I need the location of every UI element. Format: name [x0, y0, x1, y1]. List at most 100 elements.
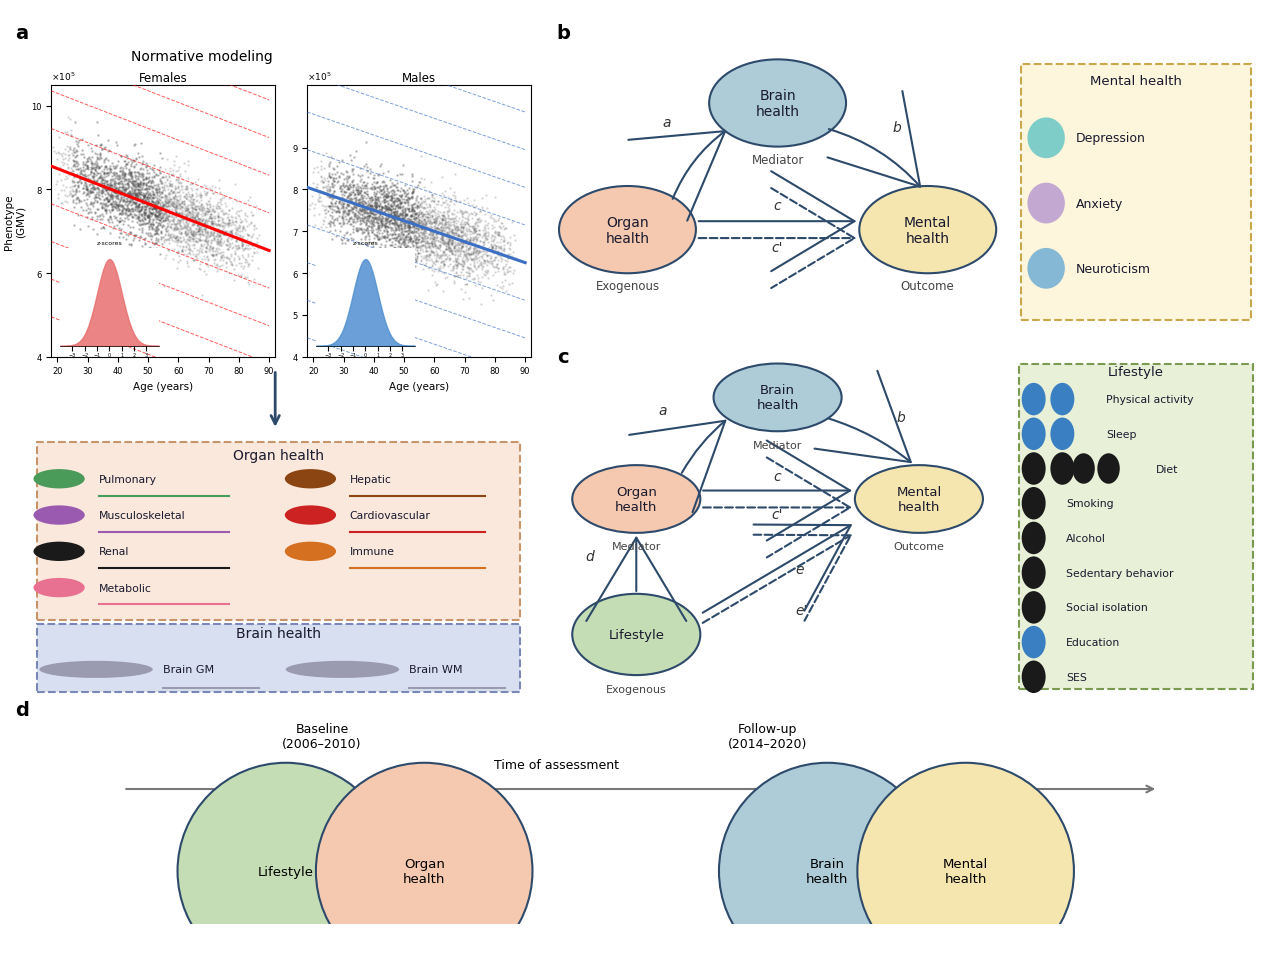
Point: [183, 226, 204, 241]
Point: [68, 180, 88, 195]
Point: [468, 213, 489, 229]
Point: [132, 201, 152, 216]
Point: [371, 199, 392, 214]
Point: [209, 229, 229, 244]
Point: [390, 240, 411, 255]
Point: [303, 176, 324, 192]
Point: [209, 173, 229, 189]
Point: [431, 171, 452, 186]
Point: [466, 244, 486, 259]
Point: [425, 238, 445, 253]
Point: [105, 181, 125, 196]
Point: [404, 217, 425, 233]
Point: [453, 237, 474, 253]
Point: [157, 209, 178, 224]
Point: [246, 199, 266, 214]
Point: [127, 182, 147, 197]
Point: [202, 240, 223, 255]
Point: [131, 185, 151, 200]
Point: [109, 174, 129, 190]
Point: [147, 222, 168, 237]
Point: [466, 215, 486, 231]
Point: [127, 188, 147, 203]
Point: [146, 223, 166, 238]
Point: [119, 196, 140, 212]
Point: [433, 235, 453, 251]
Point: [157, 209, 178, 224]
Point: [333, 217, 353, 233]
Point: [430, 228, 451, 243]
Point: [113, 193, 133, 208]
Point: [413, 180, 434, 195]
Point: [132, 167, 152, 182]
Point: [237, 209, 257, 224]
Point: [430, 255, 451, 271]
Point: [337, 225, 357, 240]
Point: [451, 236, 471, 252]
Point: [183, 211, 204, 226]
Point: [128, 210, 148, 225]
Point: [383, 177, 403, 193]
Point: [200, 242, 220, 257]
Point: [65, 143, 86, 158]
Point: [343, 162, 364, 177]
Point: [407, 232, 428, 247]
Point: [134, 207, 155, 222]
Point: [397, 220, 417, 235]
Point: [119, 191, 140, 206]
Point: [352, 211, 372, 226]
Point: [115, 168, 136, 183]
Point: [118, 187, 138, 202]
Point: [357, 227, 378, 242]
Point: [461, 247, 481, 262]
Point: [366, 203, 387, 218]
Point: [415, 193, 435, 208]
Point: [84, 168, 105, 183]
Point: [77, 201, 97, 216]
Point: [422, 188, 443, 203]
Point: [74, 193, 95, 208]
Point: [110, 164, 131, 179]
Point: [412, 234, 433, 250]
Point: [328, 174, 348, 190]
Point: [324, 173, 344, 189]
Point: [110, 194, 131, 210]
Point: [140, 190, 160, 205]
Point: [390, 198, 411, 213]
Point: [426, 241, 447, 256]
Point: [380, 208, 401, 223]
Point: [352, 208, 372, 223]
Point: [132, 214, 152, 230]
Point: [122, 210, 142, 225]
Point: [390, 227, 411, 242]
Point: [394, 218, 415, 233]
Point: [375, 178, 396, 193]
Point: [417, 240, 438, 255]
Point: [376, 233, 397, 249]
Point: [380, 238, 401, 253]
Point: [151, 206, 172, 221]
Point: [325, 204, 346, 219]
Point: [434, 210, 454, 225]
Point: [125, 152, 146, 168]
Point: [488, 247, 508, 262]
Point: [140, 173, 160, 189]
Point: [420, 223, 440, 238]
Point: [122, 167, 142, 182]
Point: [232, 224, 252, 239]
Point: [156, 224, 177, 239]
Point: [122, 182, 142, 197]
Point: [453, 259, 474, 274]
Point: [463, 253, 484, 268]
Point: [376, 200, 397, 215]
Point: [132, 201, 152, 216]
Point: [127, 187, 147, 202]
Point: [431, 208, 452, 223]
Point: [140, 205, 160, 220]
Point: [61, 182, 82, 197]
Point: [70, 171, 91, 186]
Point: [148, 209, 169, 224]
Point: [381, 176, 402, 192]
Point: [356, 215, 376, 231]
Point: [374, 190, 394, 205]
